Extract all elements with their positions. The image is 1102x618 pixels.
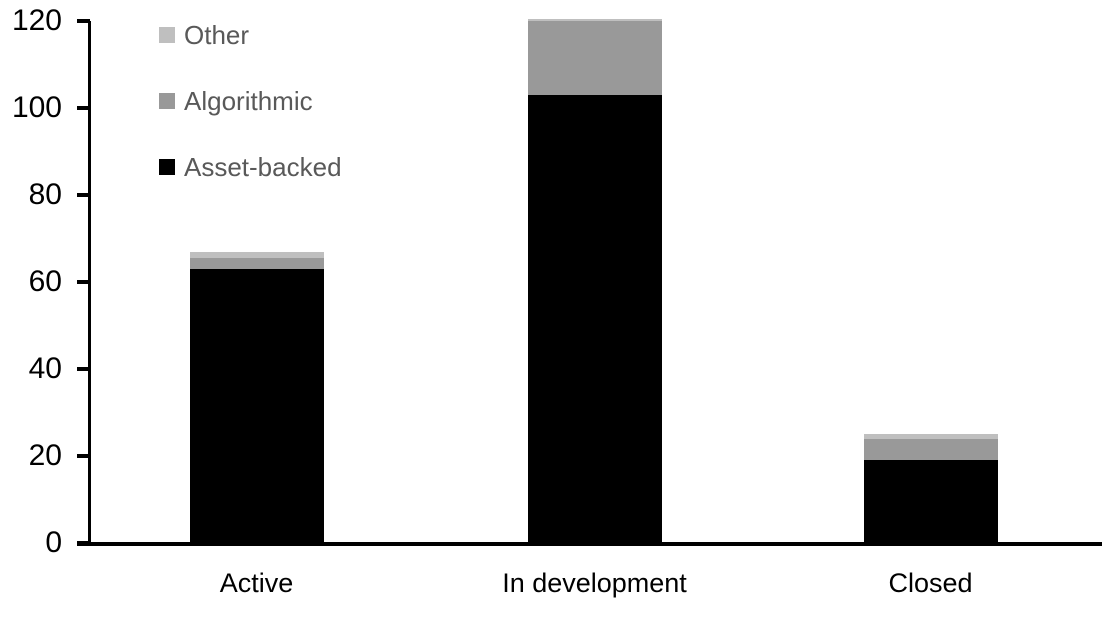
legend-label-algorithmic: Algorithmic (184, 86, 313, 116)
y-tick-mark-100 (77, 106, 90, 110)
legend-swatch-other (159, 27, 175, 43)
y-tick-label-40: 40 (28, 352, 62, 385)
x-axis-line (77, 542, 1102, 546)
y-tick-label-60: 60 (28, 265, 62, 298)
y-tick-mark-20 (77, 454, 90, 458)
bar-segment-other-in-development (527, 18, 662, 21)
bar-segment-algorithmic-closed (863, 438, 998, 461)
y-tick-mark-0 (77, 541, 90, 545)
x-axis-label-active: Active (219, 568, 294, 598)
bar-segment-other-active (189, 251, 324, 259)
legend-label-other: Other (184, 20, 250, 50)
x-axis-label-closed: Closed (888, 568, 973, 598)
y-tick-label-100: 100 (11, 91, 62, 124)
y-tick-label-120: 120 (11, 4, 62, 37)
y-tick-mark-80 (77, 193, 90, 197)
bar-segment-asset-backed-in-development (527, 94, 662, 543)
legend-label-asset-backed: Asset-backed (184, 152, 342, 182)
bar-segment-other-closed (863, 434, 998, 439)
x-axis-label-in-development: In development (502, 568, 687, 598)
y-tick-label-0: 0 (45, 526, 62, 559)
bar-segment-asset-backed-closed (863, 460, 998, 543)
y-tick-mark-60 (77, 280, 90, 284)
bar-segment-algorithmic-in-development (527, 21, 662, 95)
y-tick-mark-120 (77, 19, 90, 23)
bar-segment-asset-backed-active (189, 268, 324, 543)
legend-swatch-algorithmic (159, 93, 175, 109)
bar-segment-algorithmic-active (189, 258, 324, 269)
y-tick-label-80: 80 (28, 178, 62, 211)
y-tick-label-20: 20 (28, 439, 62, 472)
legend-swatch-asset-backed (159, 159, 175, 175)
y-tick-mark-40 (77, 367, 90, 371)
